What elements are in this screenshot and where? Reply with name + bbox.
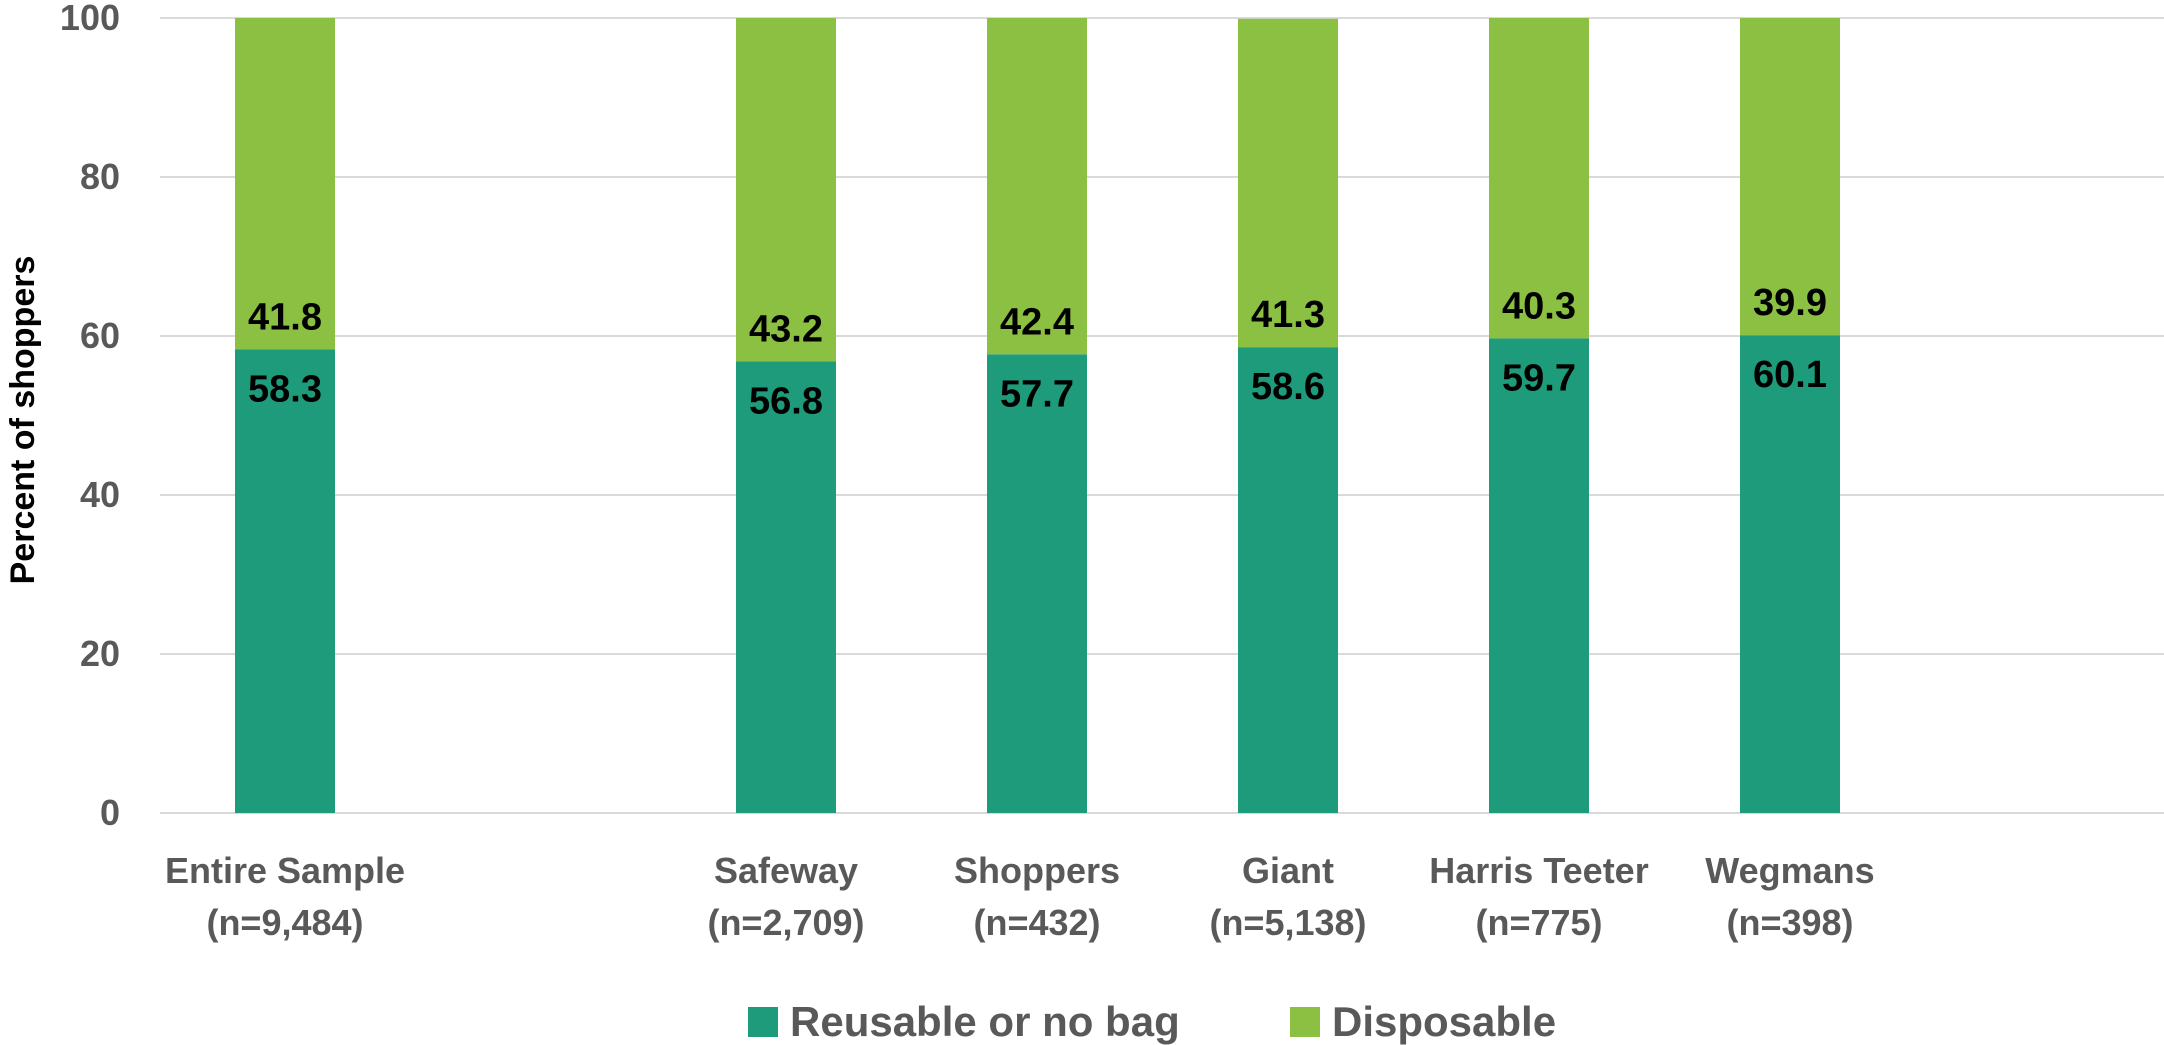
data-label-reusable-1: 56.8 <box>749 380 823 422</box>
y-tick-label-0: 0 <box>100 792 120 833</box>
bar-reusable-0 <box>235 349 335 813</box>
x-category-label-2: Shoppers <box>954 850 1120 891</box>
data-label-disposable-3: 41.3 <box>1251 294 1325 336</box>
legend-swatch-0 <box>748 1007 778 1037</box>
x-category-label-1: Safeway <box>714 850 858 891</box>
legend-label-1: Disposable <box>1332 998 1556 1045</box>
x-category-sublabel-3: (n=5,138) <box>1209 902 1366 943</box>
x-axis-categories: Entire Sample (n=9,484) Safeway (n=2,709) Sh… <box>165 850 1875 943</box>
bar-disposable-5 <box>1740 18 1840 336</box>
bar-disposable-2 <box>987 18 1087 355</box>
x-category-sublabel-1: (n=2,709) <box>707 902 864 943</box>
bar-disposable-4 <box>1489 18 1589 339</box>
bar-disposable-3 <box>1238 18 1338 348</box>
data-label-disposable-4: 40.3 <box>1502 285 1576 327</box>
x-category-sublabel-5: (n=398) <box>1726 902 1853 943</box>
gridlines <box>160 17 2164 814</box>
data-label-reusable-2: 57.7 <box>1000 373 1074 415</box>
bar-reusable-3 <box>1238 347 1338 813</box>
legend: Reusable or no bag Disposable <box>748 998 1556 1045</box>
x-category-label-4: Harris Teeter <box>1429 850 1648 891</box>
bar-reusable-5 <box>1740 335 1840 813</box>
bar-reusable-4 <box>1489 338 1589 813</box>
data-label-disposable-0: 41.8 <box>248 297 322 339</box>
data-label-disposable-2: 42.4 <box>1000 301 1074 343</box>
y-tick-label-40: 40 <box>80 474 120 515</box>
data-label-reusable-4: 59.7 <box>1502 357 1576 399</box>
data-labels: 58.3 41.8 56.8 43.2 57.7 42.4 58.6 41.3 59.7 40.3… <box>248 282 1827 422</box>
legend-swatch-1 <box>1290 1007 1320 1037</box>
data-label-disposable-5: 39.9 <box>1753 282 1827 324</box>
legend-label-0: Reusable or no bag <box>790 998 1180 1045</box>
x-category-sublabel-4: (n=775) <box>1475 902 1602 943</box>
bars <box>235 18 1840 813</box>
x-category-sublabel-0: (n=9,484) <box>206 902 363 943</box>
data-label-reusable-3: 58.6 <box>1251 366 1325 408</box>
y-tick-label-80: 80 <box>80 156 120 197</box>
y-tick-label-20: 20 <box>80 633 120 674</box>
x-category-label-0: Entire Sample <box>165 850 405 891</box>
x-category-label-3: Giant <box>1242 850 1334 891</box>
data-label-reusable-5: 60.1 <box>1753 354 1827 396</box>
bar-disposable-1 <box>736 18 836 362</box>
bar-reusable-1 <box>736 361 836 813</box>
data-label-disposable-1: 43.2 <box>749 308 823 350</box>
y-axis-ticks: 0 20 40 60 80 100 <box>60 0 120 833</box>
x-category-sublabel-2: (n=432) <box>973 902 1100 943</box>
y-tick-label-100: 100 <box>60 0 120 38</box>
y-tick-label-60: 60 <box>80 315 120 356</box>
bar-disposable-0 <box>235 18 335 350</box>
bar-reusable-2 <box>987 354 1087 813</box>
x-category-label-5: Wegmans <box>1705 850 1874 891</box>
y-axis-title: Percent of shoppers <box>4 256 42 585</box>
data-label-reusable-0: 58.3 <box>248 369 322 411</box>
